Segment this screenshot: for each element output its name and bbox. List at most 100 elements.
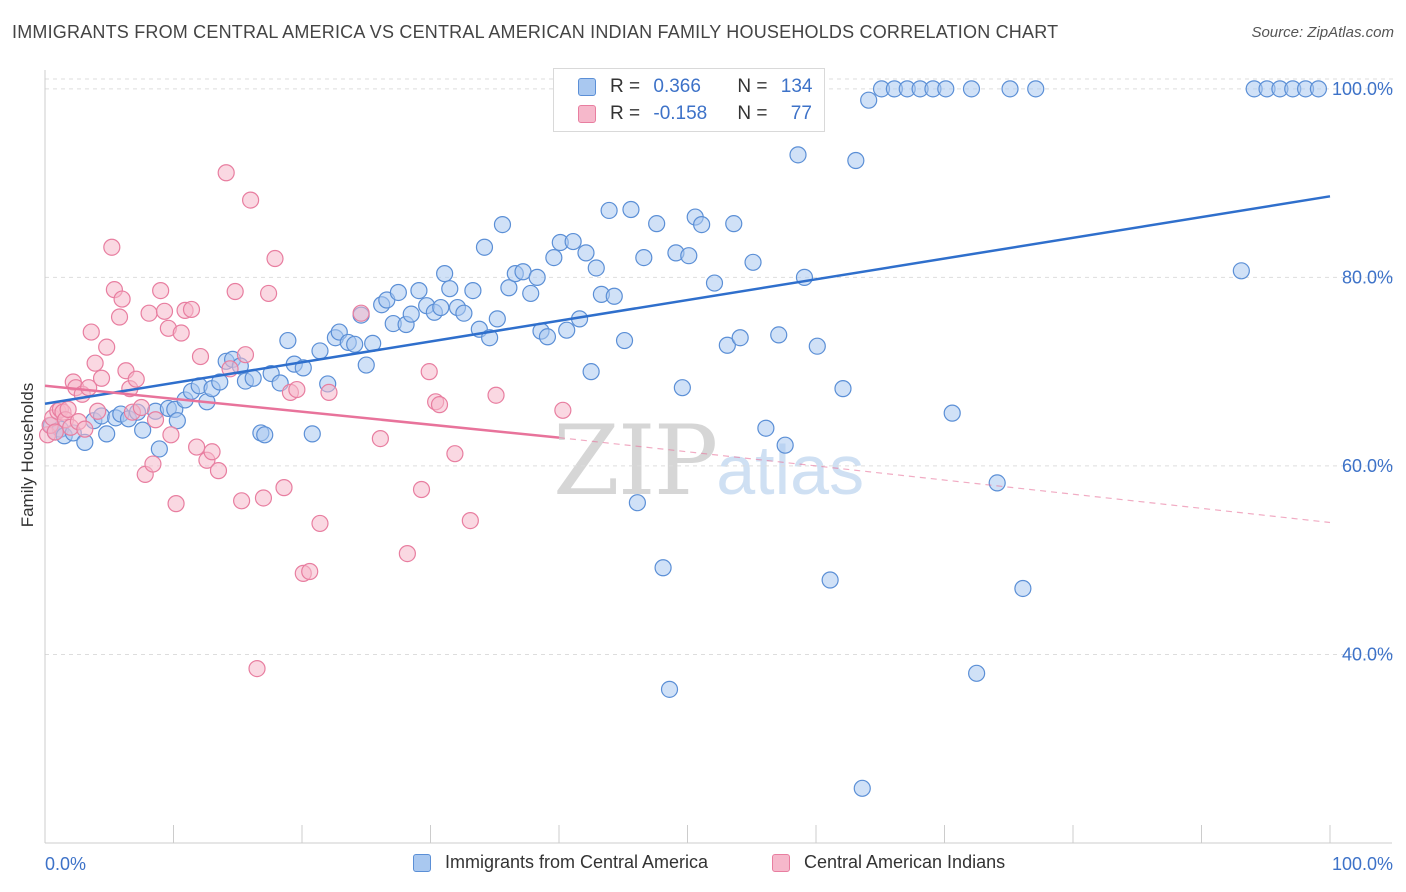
data-point-immigrants — [488, 310, 506, 328]
data-point-immigrants — [577, 244, 595, 262]
data-point-indians — [110, 308, 129, 326]
data-point-immigrants — [1027, 80, 1045, 98]
data-point-indians — [217, 164, 235, 182]
data-point-immigrants — [673, 379, 691, 397]
data-point-immigrants — [303, 425, 321, 443]
data-point-immigrants — [410, 281, 428, 300]
legend-n-value: 77 — [790, 103, 812, 124]
data-point-indians — [188, 438, 206, 456]
y-tick-label: 100.0% — [1332, 79, 1393, 99]
data-point-immigrants — [725, 215, 743, 233]
data-point-indians — [92, 369, 111, 387]
data-point-indians — [461, 512, 479, 530]
series-legend-indians: Central American Indians — [772, 852, 1005, 873]
series-legend-immigrants-label: Immigrants from Central America — [445, 852, 709, 872]
data-point-immigrants — [654, 559, 672, 577]
data-point-indians — [46, 423, 64, 441]
data-point-immigrants — [962, 80, 981, 98]
legend-row-immigrants: R = 0.366 N = 134 — [578, 74, 812, 100]
legend-r-label: R = — [610, 103, 646, 124]
data-point-immigrants — [564, 232, 582, 251]
data-point-indians — [446, 445, 464, 463]
series-indians-points — [38, 164, 572, 678]
data-point-immigrants — [389, 283, 407, 302]
data-point-immigrants — [211, 373, 229, 391]
data-point-immigrants — [244, 369, 262, 387]
data-point-immigrants — [860, 91, 878, 109]
data-point-indians — [226, 282, 244, 301]
legend-n-value: 134 — [780, 76, 813, 97]
data-point-immigrants — [680, 247, 698, 265]
data-point-immigrants — [441, 280, 459, 298]
data-point-immigrants — [615, 331, 634, 350]
data-point-immigrants — [357, 356, 375, 374]
data-point-immigrants — [436, 265, 454, 283]
data-point-immigrants — [134, 421, 152, 439]
data-point-immigrants — [937, 80, 955, 98]
data-point-indians — [86, 354, 104, 372]
data-point-immigrants — [500, 279, 518, 297]
x-tick-label-min: 0.0% — [45, 854, 86, 874]
data-point-indians — [76, 420, 94, 438]
trend-lines — [44, 195, 1331, 524]
data-point-indians — [288, 380, 306, 399]
data-point-immigrants — [528, 268, 546, 286]
x-tick-label-max: 100.0% — [1332, 854, 1393, 874]
legend-r-value: -0.158 — [653, 103, 708, 124]
series-legend-indians-label: Central American Indians — [804, 852, 1006, 872]
data-point-indians — [430, 396, 449, 414]
tick-labels: 40.0% 60.0% 80.0% 100.0% 0.0% 100.0% — [45, 79, 1393, 874]
data-point-immigrants — [346, 335, 364, 353]
legend-swatch-pink — [578, 105, 596, 123]
data-point-immigrants — [545, 248, 563, 267]
data-point-indians — [259, 284, 278, 303]
data-point-indians — [487, 386, 505, 404]
data-point-immigrants — [455, 304, 473, 322]
data-point-indians — [311, 514, 329, 533]
data-point-immigrants — [256, 426, 274, 444]
data-point-immigrants — [808, 337, 826, 355]
series-swatch-pink — [772, 853, 790, 872]
trend-line-indians-extension — [558, 437, 1331, 524]
data-point-immigrants — [731, 329, 749, 347]
data-point-immigrants — [853, 779, 871, 797]
data-point-immigrants — [168, 412, 186, 430]
y-tick-label: 60.0% — [1342, 456, 1393, 476]
data-point-immigrants — [493, 216, 512, 234]
series-immigrants-points — [42, 80, 1328, 797]
legend-n-label: N = — [737, 76, 773, 97]
data-point-indians — [266, 249, 284, 268]
data-point-indians — [371, 429, 389, 448]
data-point-indians — [203, 443, 221, 461]
chart-title: IMMIGRANTS FROM CENTRAL AMERICA VS CENTR… — [12, 22, 1059, 42]
series-swatch-blue — [413, 853, 431, 872]
data-point-immigrants — [789, 146, 807, 164]
data-point-indians — [209, 462, 228, 480]
data-point-immigrants — [776, 436, 794, 454]
data-point-immigrants — [757, 419, 775, 437]
data-point-indians — [167, 495, 185, 513]
data-point-indians — [352, 304, 370, 322]
legend-r-value: 0.366 — [653, 76, 701, 97]
series-legend: Immigrants from Central America Central … — [0, 852, 1406, 878]
trend-line-immigrants — [44, 195, 1331, 405]
legend-row-indians: R = -0.158 N = 77 — [578, 101, 812, 127]
data-point-immigrants — [622, 200, 640, 219]
data-point-immigrants — [522, 284, 540, 303]
data-point-indians — [103, 238, 121, 256]
data-point-indians — [412, 480, 431, 499]
data-point-immigrants — [718, 336, 736, 354]
legend-r-label: R = — [610, 76, 646, 97]
data-point-indians — [248, 660, 266, 678]
data-point-immigrants — [968, 664, 986, 682]
data-point-immigrants — [279, 331, 297, 350]
data-point-immigrants — [587, 259, 605, 277]
data-point-immigrants — [600, 201, 618, 220]
legend-n-label: N = — [737, 103, 773, 124]
axes — [44, 70, 1392, 844]
data-point-immigrants — [475, 238, 494, 256]
data-point-indians — [113, 290, 131, 308]
data-point-immigrants — [582, 363, 600, 381]
data-point-indians — [242, 191, 260, 209]
